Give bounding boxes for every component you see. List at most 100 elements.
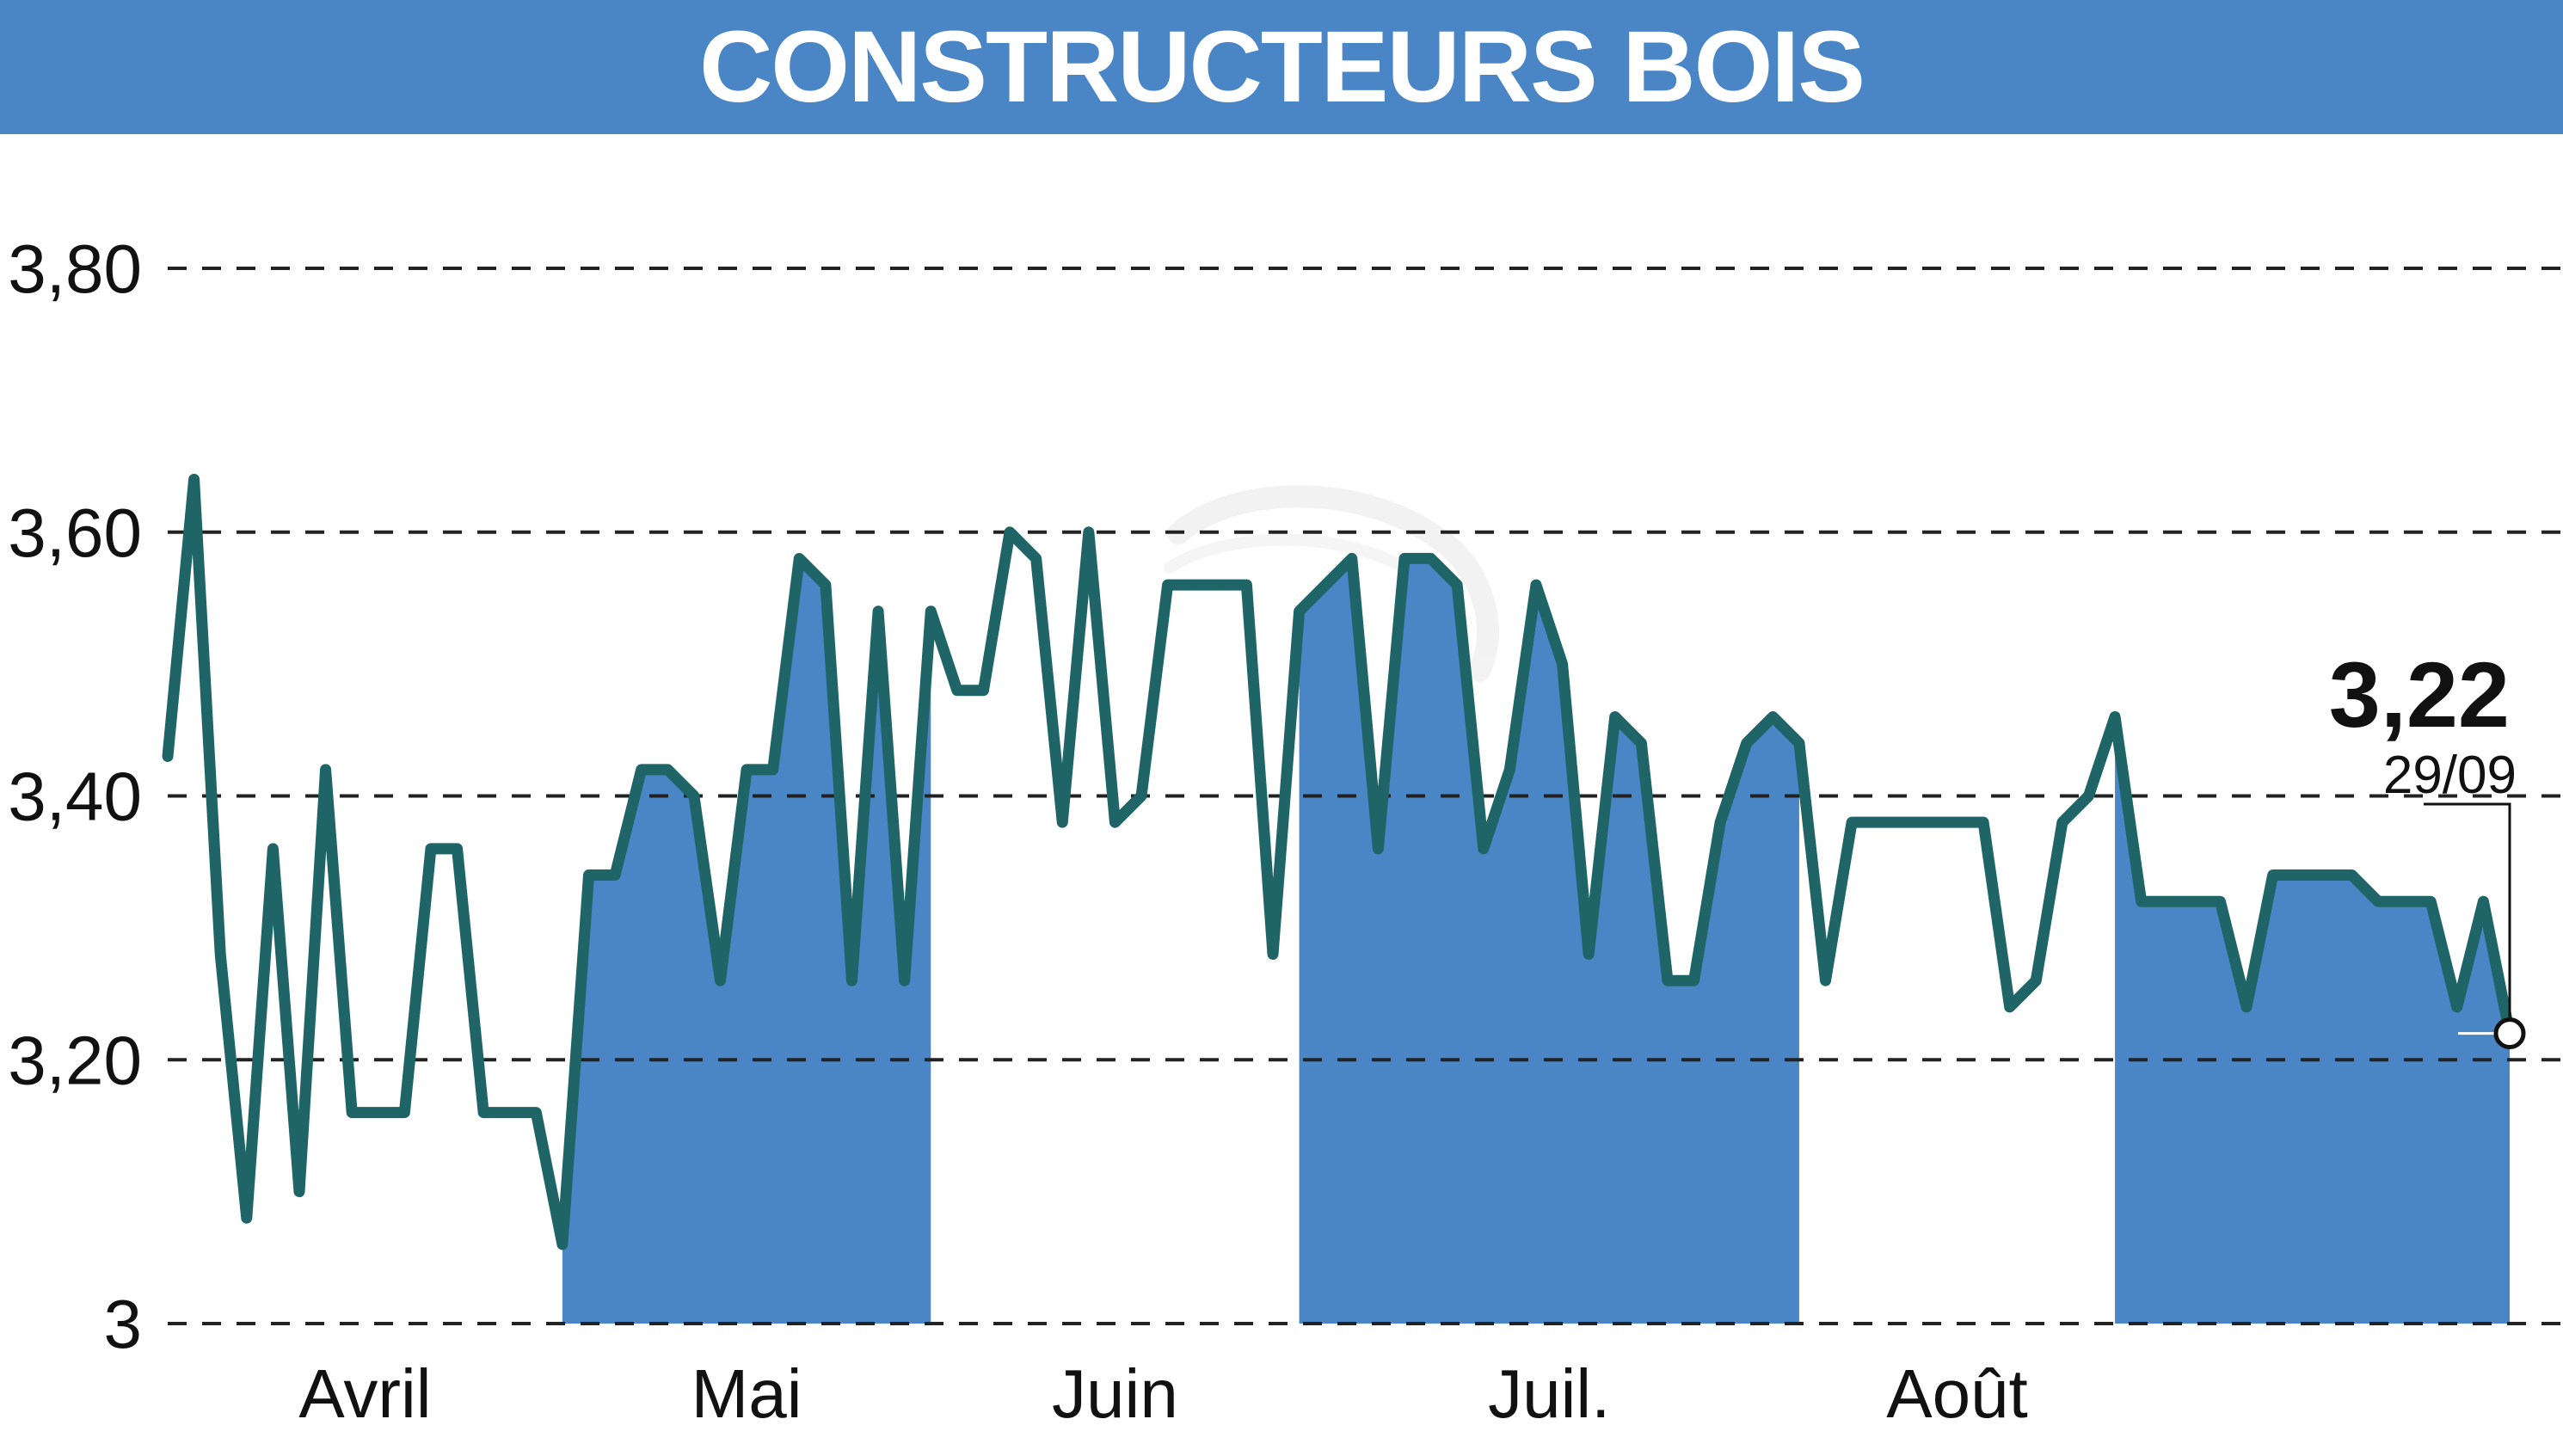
- data-point: [428, 846, 433, 851]
- x-tick-label: Avril: [298, 1355, 431, 1432]
- data-point: [1823, 979, 1828, 983]
- data-point: [507, 1110, 512, 1115]
- data-point: [1955, 820, 1959, 825]
- data-point: [1718, 820, 1723, 825]
- x-tick-label: Juil.: [1488, 1355, 1610, 1432]
- data-point: [1349, 556, 1354, 561]
- page-title: CONSTRUCTEURS BOIS: [699, 10, 1865, 124]
- y-tick-label: 3,20: [8, 1022, 142, 1098]
- data-point: [1297, 609, 1301, 613]
- data-point: [2429, 900, 2433, 904]
- x-tick-label: Août: [1886, 1355, 2028, 1432]
- data-point: [902, 979, 907, 983]
- data-point: [455, 846, 459, 851]
- data-point: [1902, 820, 1907, 825]
- data-point: [1928, 820, 1933, 825]
- data-point: [192, 477, 196, 482]
- data-point: [666, 767, 670, 771]
- data-point: [691, 794, 696, 798]
- data-point: [218, 952, 223, 956]
- y-tick-label: 3,40: [8, 759, 142, 835]
- data-point: [2191, 900, 2196, 904]
- data-point: [2034, 979, 2038, 983]
- data-point: [1402, 556, 1406, 561]
- data-point: [797, 556, 802, 561]
- last-value-label: 3,22: [2329, 642, 2510, 746]
- data-point: [1140, 794, 1144, 798]
- last-value-marker: [2493, 1017, 2526, 1050]
- data-point: [482, 1110, 486, 1115]
- data-point: [560, 1242, 564, 1246]
- data-point: [2350, 873, 2354, 877]
- data-point: [1560, 662, 1564, 667]
- data-point: [981, 688, 986, 692]
- data-point: [1008, 530, 1012, 534]
- last-date-label: 29/09: [2383, 746, 2517, 805]
- shaded-area-1: [562, 558, 931, 1324]
- data-point: [2139, 900, 2143, 904]
- data-point: [2455, 1004, 2459, 1009]
- data-point: [1508, 767, 1512, 771]
- data-point: [1982, 820, 1986, 825]
- data-point: [955, 688, 959, 692]
- shaded-area-3: [2115, 716, 2510, 1324]
- data-point: [1086, 530, 1091, 534]
- data-point: [323, 767, 328, 771]
- data-point: [2402, 900, 2406, 904]
- data-point: [1587, 952, 1591, 956]
- data-point: [2323, 873, 2327, 877]
- data-point: [1034, 556, 1038, 561]
- y-tick-label: 3: [104, 1286, 143, 1362]
- title-bar: [0, 0, 2563, 134]
- data-point: [2271, 873, 2275, 877]
- data-point: [1245, 583, 1249, 587]
- data-point: [1429, 556, 1433, 561]
- x-tick-label: Juin: [1052, 1355, 1178, 1432]
- data-point: [244, 1216, 249, 1220]
- data-point: [1455, 583, 1460, 587]
- data-point: [297, 1189, 301, 1194]
- x-tick-label: Mai: [691, 1355, 802, 1432]
- data-point: [2245, 1004, 2249, 1009]
- data-point: [166, 754, 169, 759]
- data-point: [876, 609, 881, 613]
- price-line: [162, 473, 2516, 1250]
- data-point: [613, 873, 618, 877]
- data-point: [1060, 820, 1065, 825]
- data-point: [771, 767, 775, 771]
- data-point: [1744, 741, 1749, 746]
- data-point: [2166, 900, 2170, 904]
- data-point: [1481, 846, 1485, 851]
- data-point: [2218, 900, 2222, 904]
- data-point: [1376, 846, 1380, 851]
- data-point: [2376, 900, 2381, 904]
- data-point: [1797, 741, 1801, 746]
- shaded-area-2: [1299, 558, 1799, 1324]
- data-point: [271, 846, 275, 851]
- data-point: [1876, 820, 1880, 825]
- data-point: [639, 767, 643, 771]
- data-point: [1113, 820, 1117, 825]
- data-point: [850, 979, 854, 983]
- data-point: [350, 1110, 354, 1115]
- data-point: [1192, 583, 1196, 587]
- data-point: [1165, 583, 1170, 587]
- data-point: [1850, 820, 1854, 825]
- data-point: [2297, 873, 2302, 877]
- y-tick-label: 3,60: [8, 495, 142, 571]
- data-point: [2481, 900, 2486, 904]
- data-point: [745, 767, 749, 771]
- data-point: [1271, 952, 1275, 956]
- data-point: [1533, 583, 1538, 587]
- data-point: [587, 873, 591, 877]
- last-value-leader: [2424, 802, 2511, 1018]
- price-chart: 33,203,403,603,80 Avril Mai Juin Juil. Août …: [8, 230, 2563, 1432]
- data-point: [1639, 741, 1644, 746]
- data-point: [823, 583, 827, 587]
- watermark-logo: [1164, 485, 1499, 682]
- data-point: [1218, 583, 1222, 587]
- data-point: [534, 1110, 538, 1115]
- data-point: [1771, 715, 1775, 719]
- y-tick-label: 3,80: [8, 230, 142, 307]
- data-point: [929, 609, 933, 613]
